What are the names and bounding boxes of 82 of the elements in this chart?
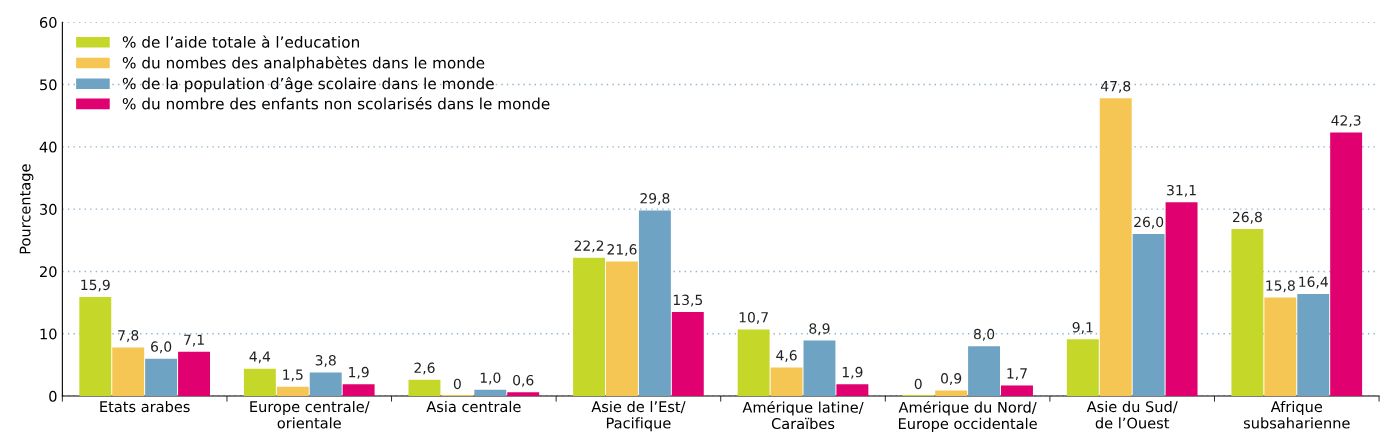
- legend-label: % du nombre des enfants non scolarisés dans le monde: [122, 97, 550, 110]
- data-label: 1,9: [842, 366, 863, 379]
- y-tick-label: 50: [40, 79, 57, 91]
- bar: [1132, 234, 1165, 397]
- bar: [1099, 98, 1132, 397]
- bar: [243, 368, 276, 397]
- data-label: 22,2: [574, 240, 604, 253]
- data-label: 0: [453, 378, 461, 390]
- data-label: 1,5: [283, 369, 303, 382]
- bar: [573, 257, 606, 397]
- data-label: 7,1: [184, 334, 204, 347]
- data-label: 1,0: [480, 372, 501, 385]
- data-label: 42,3: [1331, 115, 1361, 128]
- data-label: 29,8: [640, 193, 670, 205]
- bar: [408, 379, 441, 397]
- x-tick-label: Asie du Sud/ de l’Ouest: [1086, 400, 1178, 429]
- bar: [1297, 293, 1330, 397]
- y-axis-title: Pourcentage: [19, 164, 34, 254]
- x-tick-label: Asia centrale: [426, 400, 521, 413]
- bar: [178, 351, 210, 397]
- data-label: 4,4: [249, 351, 271, 364]
- legend-label: % de l’aide totale à l’education: [122, 35, 359, 48]
- data-label: 0,6: [513, 374, 534, 387]
- data-label: 7,8: [118, 330, 139, 343]
- data-label: 6,0: [151, 341, 172, 354]
- data-label: 8,0: [973, 328, 995, 341]
- data-label: 0,9: [941, 373, 962, 385]
- bar: [112, 347, 145, 397]
- legend-label: % de la population d’âge scolaire dans le monde: [122, 76, 494, 93]
- data-label: 47,8: [1100, 80, 1131, 93]
- bar: [1231, 229, 1264, 397]
- data-label: 9,1: [1072, 321, 1093, 334]
- data-label: 8,9: [809, 323, 830, 336]
- y-tick-label: 30: [40, 203, 57, 215]
- bar: [276, 386, 309, 397]
- data-label: 26,8: [1232, 211, 1262, 224]
- bar: [507, 392, 540, 397]
- x-tick-label: Etats arabes: [100, 400, 190, 413]
- bar: [79, 296, 112, 397]
- y-tick-label: 20: [40, 266, 57, 278]
- data-label: 21,6: [607, 244, 637, 257]
- data-label: 15,9: [81, 279, 110, 292]
- bar: [342, 384, 375, 397]
- y-tick-label: 60: [39, 16, 57, 28]
- bar: [145, 358, 178, 397]
- y-tick-label: 10: [40, 328, 57, 340]
- data-label: 0: [914, 378, 922, 390]
- data-label: 16,4: [1299, 276, 1328, 289]
- x-tick-label: Europe centrale/ orientale: [250, 400, 370, 429]
- data-label: 1,9: [349, 366, 369, 379]
- data-label: 4,6: [776, 350, 797, 362]
- x-tick-label: Amérique latine/ Caraïbes: [742, 400, 864, 430]
- bar: [803, 340, 836, 397]
- data-label: 1,7: [1007, 368, 1027, 381]
- x-tick-label: Amérique du Nord/ Europe occidentale: [898, 400, 1037, 432]
- data-label: 2,6: [414, 362, 435, 375]
- bar: [836, 384, 869, 397]
- data-label: 10,7: [739, 312, 768, 324]
- bar: [671, 311, 704, 397]
- x-tick-label: Afrique subsaharienne: [1243, 400, 1350, 429]
- data-label: 31,1: [1167, 184, 1196, 197]
- y-tick-label: 40: [39, 141, 57, 153]
- bar: [638, 210, 671, 397]
- legend-label: % du nombes des analphabètes dans le monde: [122, 56, 485, 72]
- bar: [737, 329, 770, 397]
- data-label: 3,8: [315, 355, 336, 367]
- bar: [1066, 339, 1099, 397]
- bar: [606, 261, 638, 397]
- data-label: 26,0: [1134, 216, 1164, 229]
- bar: [474, 389, 507, 397]
- bar: [1330, 132, 1363, 397]
- bar: [1001, 385, 1033, 397]
- x-tick-label: Asie de l’Est/ Pacifique: [591, 400, 686, 432]
- data-label: 13,5: [673, 294, 703, 307]
- bar: [935, 390, 968, 397]
- bar: [1165, 202, 1198, 397]
- bar: [1264, 297, 1297, 397]
- bar: [309, 372, 342, 397]
- bar: [968, 346, 1001, 397]
- bar: [770, 367, 803, 397]
- data-label: 15,8: [1266, 280, 1295, 293]
- y-tick-label: 0: [49, 390, 57, 402]
